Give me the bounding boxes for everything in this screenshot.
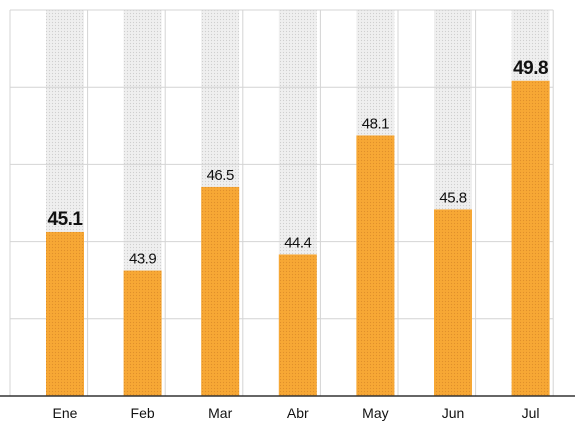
x-tick-label: May xyxy=(362,405,388,421)
bar xyxy=(278,254,317,396)
bar xyxy=(511,80,550,397)
bar xyxy=(46,231,84,396)
x-tick-label: Mar xyxy=(208,405,232,421)
bar xyxy=(201,186,240,396)
value-label: 49.8 xyxy=(513,58,548,79)
x-tick-label: Jun xyxy=(442,405,465,421)
value-label: 48.1 xyxy=(362,115,389,132)
bar xyxy=(434,209,472,396)
bar xyxy=(123,270,162,396)
value-label: 45.1 xyxy=(48,209,84,230)
value-label: 45.8 xyxy=(439,189,466,206)
x-tick-label: Feb xyxy=(131,405,155,421)
value-label: 46.5 xyxy=(207,167,234,184)
value-label: 44.4 xyxy=(284,234,311,251)
bar xyxy=(356,135,395,396)
value-label: 43.9 xyxy=(129,251,156,268)
x-tick-label: Abr xyxy=(287,405,309,421)
x-tick-label: Jul xyxy=(522,405,540,421)
x-tick-label: Ene xyxy=(53,405,78,421)
